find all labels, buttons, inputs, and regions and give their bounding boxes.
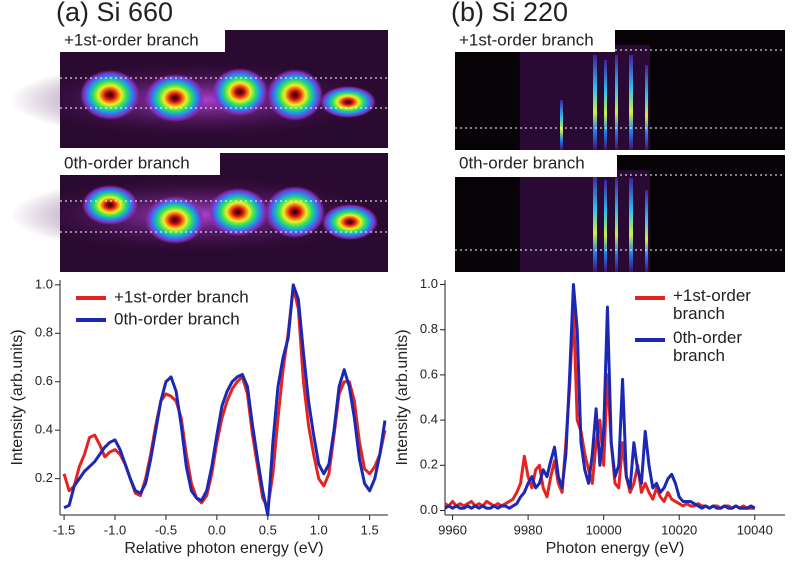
y-tick-label: 0.6 xyxy=(420,366,438,381)
panel-title: (b) Si 220 xyxy=(451,0,568,27)
legend-label: +1st-order branch xyxy=(673,287,751,323)
data-line xyxy=(444,283,756,510)
x-tick-label: -1.5 xyxy=(53,522,75,537)
y-tick-label: 0.6 xyxy=(35,373,53,388)
image-label: +1st-order branch xyxy=(459,30,594,49)
x-tick-label: -1.0 xyxy=(104,522,126,537)
y-tick-label: 0.2 xyxy=(35,470,53,485)
y-axis-label: Intensity (arb.units) xyxy=(9,329,26,465)
y-tick-label: 0.4 xyxy=(35,422,53,437)
x-tick-label: 1.0 xyxy=(310,522,328,537)
legend-box: 0th-order branch xyxy=(673,329,742,365)
y-tick-label: 0.2 xyxy=(420,457,438,472)
x-tick-label: 10040 xyxy=(737,522,773,537)
y-tick-label: 0.8 xyxy=(420,321,438,336)
x-axis-label: Photon energy (eV) xyxy=(546,540,685,557)
x-tick-label: 1.5 xyxy=(361,522,379,537)
y-tick-label: 1.0 xyxy=(35,276,53,291)
x-axis-label: Relative photon energy (eV) xyxy=(124,540,323,557)
legend-label: 0th-order branch xyxy=(673,329,742,365)
x-tick-label: 0.5 xyxy=(259,522,277,537)
y-tick-label: 0.4 xyxy=(420,412,438,427)
x-tick-label: 10020 xyxy=(661,522,697,537)
x-tick-label: -0.5 xyxy=(155,522,177,537)
y-tick-label: 1.0 xyxy=(420,276,438,291)
legend-label: +1st-order branch xyxy=(114,287,249,306)
image-label: +1st-order branch xyxy=(64,30,199,49)
x-tick-label: 0.0 xyxy=(208,522,226,537)
image-label: 0th-order branch xyxy=(459,153,585,172)
panel-title: (a) Si 660 xyxy=(56,0,173,27)
y-tick-label: 0.8 xyxy=(35,325,53,340)
image-label: 0th-order branch xyxy=(64,153,190,172)
y-axis-label: Intensity (arb.units) xyxy=(394,329,411,465)
y-tick-label: 0.0 xyxy=(420,502,438,517)
x-tick-label: 9980 xyxy=(514,522,543,537)
x-tick-label: 10000 xyxy=(586,522,622,537)
heatmap-b xyxy=(455,30,785,272)
legend-box: +1st-order branch xyxy=(673,287,751,323)
x-tick-label: 9960 xyxy=(438,522,467,537)
legend-label: 0th-order branch xyxy=(114,309,240,328)
heatmap-a xyxy=(10,30,390,272)
data-line xyxy=(63,283,387,517)
